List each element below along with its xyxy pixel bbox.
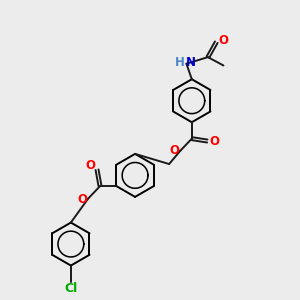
- Text: N: N: [186, 56, 196, 69]
- Text: O: O: [169, 144, 179, 157]
- Text: H: H: [175, 56, 185, 69]
- Text: O: O: [85, 159, 95, 172]
- Text: Cl: Cl: [64, 282, 77, 295]
- Text: O: O: [209, 134, 219, 148]
- Text: O: O: [77, 193, 87, 206]
- Text: O: O: [219, 34, 229, 47]
